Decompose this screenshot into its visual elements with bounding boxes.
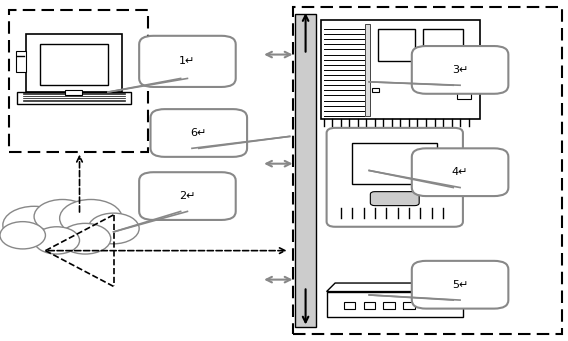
Polygon shape: [327, 283, 463, 292]
Text: 5↵: 5↵: [452, 280, 468, 290]
Bar: [423, 29, 463, 61]
Bar: [65, 90, 82, 95]
Text: 3↵: 3↵: [452, 65, 468, 75]
Bar: [26, 34, 122, 92]
Bar: [344, 302, 355, 309]
Bar: [40, 44, 108, 85]
Text: 1↵: 1↵: [179, 56, 195, 66]
Bar: [16, 51, 26, 72]
Bar: [352, 143, 437, 184]
Bar: [295, 14, 316, 327]
Circle shape: [60, 199, 122, 237]
Bar: [17, 92, 131, 104]
Bar: [321, 20, 480, 119]
Bar: [364, 302, 375, 309]
Text: 2↵: 2↵: [179, 191, 196, 201]
Bar: [365, 24, 370, 116]
FancyBboxPatch shape: [293, 7, 562, 334]
Bar: [327, 292, 463, 317]
Bar: [378, 29, 415, 61]
FancyBboxPatch shape: [412, 148, 508, 196]
Bar: [295, 14, 316, 327]
FancyBboxPatch shape: [327, 128, 463, 227]
Text: 6↵: 6↵: [191, 128, 207, 138]
Bar: [457, 72, 471, 99]
Circle shape: [88, 213, 139, 244]
Circle shape: [0, 222, 45, 249]
FancyBboxPatch shape: [412, 46, 508, 94]
Circle shape: [3, 206, 65, 244]
FancyBboxPatch shape: [370, 192, 419, 206]
FancyBboxPatch shape: [9, 10, 148, 152]
Circle shape: [60, 223, 111, 254]
FancyBboxPatch shape: [412, 261, 508, 309]
Bar: [383, 302, 395, 309]
Bar: [403, 302, 415, 309]
Circle shape: [34, 227, 80, 254]
FancyBboxPatch shape: [139, 36, 236, 87]
Bar: [372, 88, 379, 92]
FancyBboxPatch shape: [151, 109, 247, 157]
Text: 4↵: 4↵: [452, 167, 469, 177]
FancyBboxPatch shape: [139, 172, 236, 220]
Circle shape: [34, 199, 91, 234]
